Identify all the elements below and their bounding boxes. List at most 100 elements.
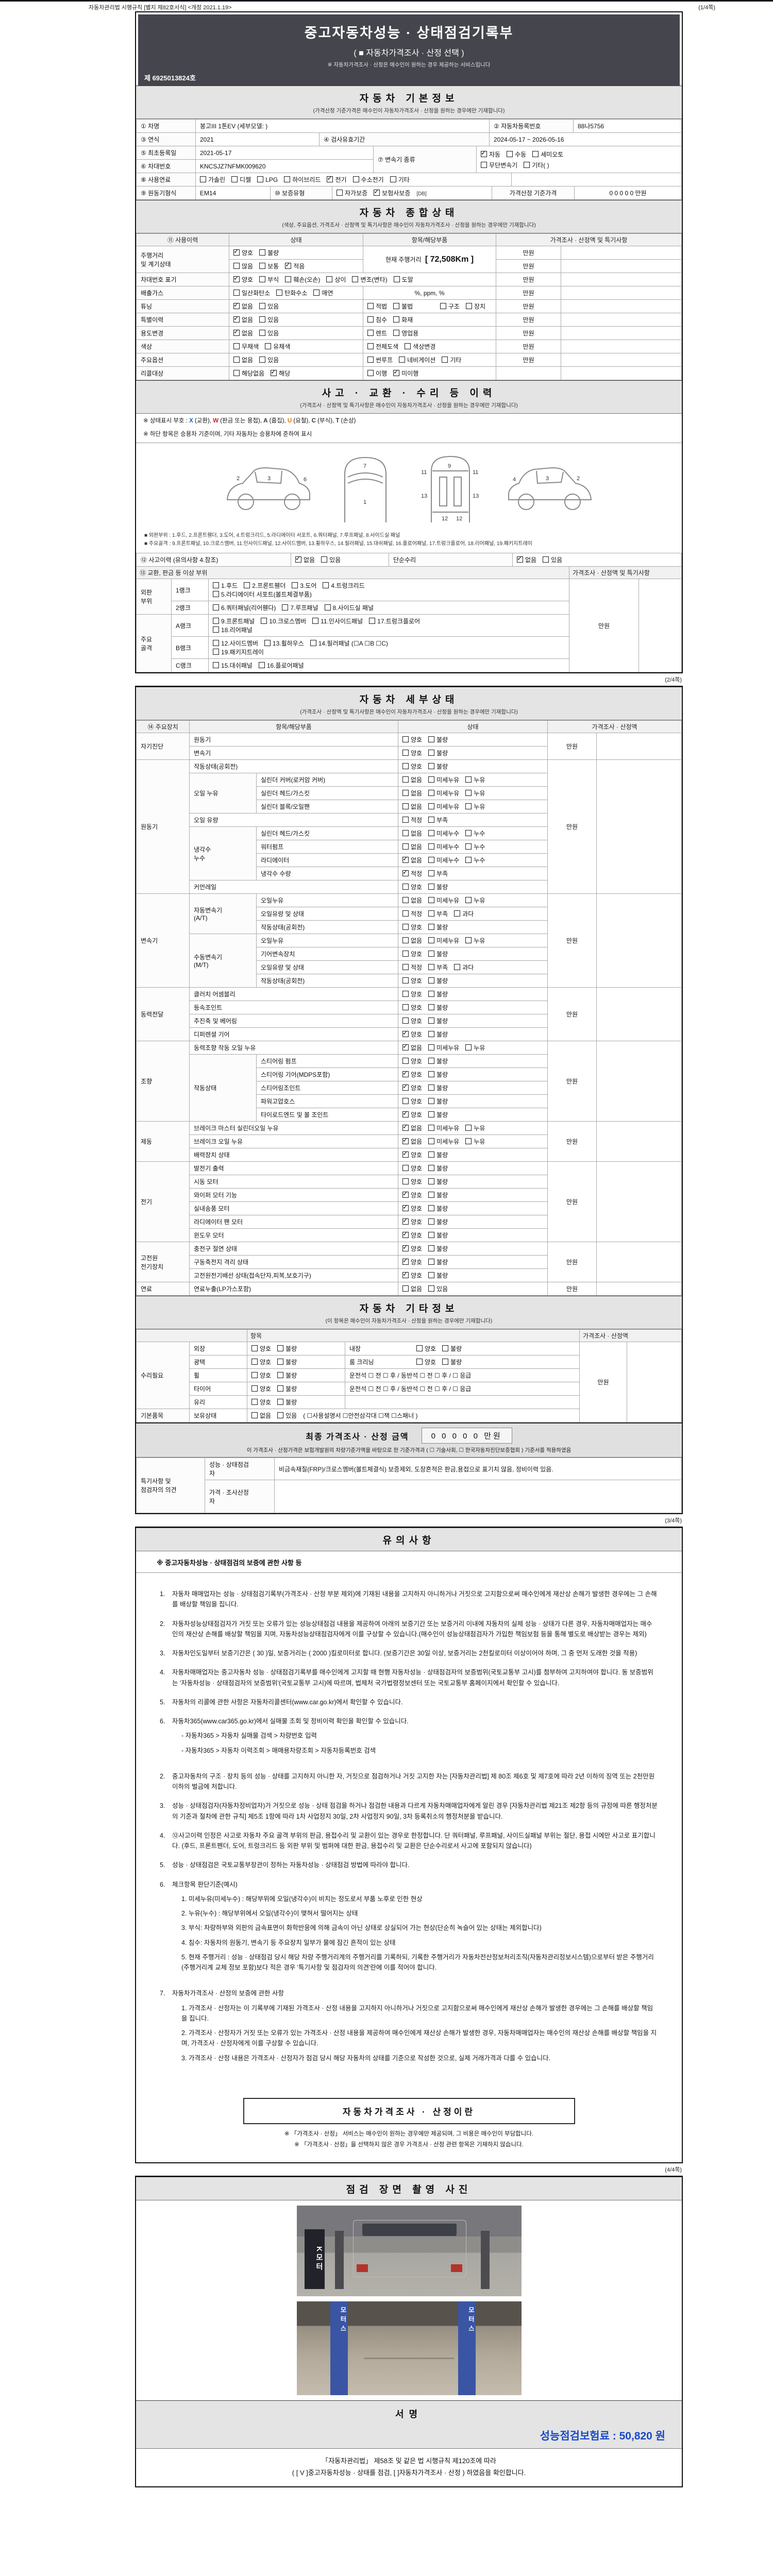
checkbox-icon[interactable] — [402, 897, 409, 903]
checkbox-option[interactable]: 불량 — [428, 976, 448, 985]
checkbox-icon[interactable] — [428, 1058, 435, 1064]
checkbox-option[interactable]: 불량 — [428, 1083, 448, 1092]
checkbox-option[interactable]: 불량 — [428, 1003, 448, 1012]
checkbox-option[interactable]: 도말 — [393, 275, 413, 284]
checkbox-option[interactable]: 불량 — [428, 1030, 448, 1039]
checkbox-option[interactable]: 불량 — [428, 1217, 448, 1226]
checkbox-icon[interactable] — [402, 763, 409, 769]
checkbox-icon[interactable] — [416, 1345, 423, 1351]
checkbox-option[interactable]: 양호 — [416, 1358, 436, 1366]
checkbox-icon[interactable] — [428, 897, 435, 903]
checkbox-icon[interactable] — [367, 330, 374, 336]
checkbox-option[interactable]: 양호 — [402, 1270, 422, 1280]
checkbox-option[interactable]: 없음 — [402, 789, 422, 798]
checkbox-option[interactable]: 미세누유 — [428, 775, 459, 784]
checkbox-option[interactable]: 3.도어 — [292, 581, 316, 590]
checkbox-icon[interactable] — [465, 1044, 472, 1050]
checkbox-option[interactable]: 양호 — [402, 762, 422, 771]
checkbox-option[interactable]: 미세누유 — [428, 1043, 459, 1052]
checkbox-icon[interactable] — [402, 868, 409, 876]
checkbox-option[interactable]: 없음 — [233, 328, 253, 337]
checkbox-option[interactable]: 없음 — [402, 855, 422, 865]
checkbox-option[interactable]: 17.트렁크플로어 — [369, 617, 420, 625]
checkbox-icon[interactable] — [352, 176, 359, 182]
checkbox-option[interactable]: 있음 — [259, 329, 279, 337]
checkbox-icon[interactable] — [367, 370, 374, 376]
checkbox-option[interactable]: 없음 — [402, 842, 422, 851]
checkbox-icon[interactable] — [428, 1178, 435, 1184]
checkbox-option[interactable]: 침수 — [367, 315, 387, 324]
checkbox-icon[interactable] — [402, 1243, 409, 1251]
checkbox-icon[interactable] — [264, 640, 271, 646]
checkbox-option[interactable]: 양호 — [402, 990, 422, 998]
checkbox-icon[interactable] — [233, 357, 240, 363]
checkbox-option[interactable]: 양호 — [402, 1109, 422, 1119]
checkbox-icon[interactable] — [465, 897, 472, 903]
checkbox-option[interactable]: 양호 — [233, 247, 253, 257]
checkbox-option[interactable]: 5.라디에이터 서포트(볼트체결부품) — [213, 590, 312, 599]
checkbox-icon[interactable] — [324, 604, 331, 611]
checkbox-option[interactable]: 변조(변타) — [352, 275, 388, 284]
checkbox-option[interactable]: 양호 — [251, 1371, 271, 1380]
checkbox-icon[interactable] — [244, 582, 250, 588]
checkbox-icon[interactable] — [402, 1042, 409, 1050]
checkbox-icon[interactable] — [465, 303, 472, 309]
checkbox-icon[interactable] — [402, 1082, 409, 1091]
checkbox-icon[interactable] — [259, 330, 266, 336]
checkbox-icon[interactable] — [251, 1412, 258, 1418]
checkbox-option[interactable]: 세미오토 — [532, 150, 563, 159]
checkbox-option[interactable]: 양호 — [402, 749, 422, 757]
checkbox-option[interactable]: 불량 — [277, 1344, 297, 1353]
checkbox-icon[interactable] — [337, 190, 343, 196]
checkbox-option[interactable]: 불량 — [277, 1371, 297, 1380]
checkbox-option[interactable]: 양호 — [402, 1097, 422, 1106]
checkbox-option[interactable]: 6.쿼터패널(리어휀다) — [213, 603, 276, 612]
checkbox-option[interactable]: 불량 — [277, 1398, 297, 1406]
checkbox-option[interactable]: 적정 — [402, 816, 422, 824]
checkbox-icon[interactable] — [442, 357, 448, 363]
checkbox-option[interactable]: 양호 — [402, 1203, 422, 1213]
checkbox-option[interactable]: 자동 — [481, 149, 500, 159]
checkbox-icon[interactable] — [369, 618, 376, 624]
checkbox-icon[interactable] — [428, 964, 435, 970]
checkbox-option[interactable]: LPG — [257, 176, 278, 183]
checkbox-option[interactable]: 탄화수소 — [276, 289, 307, 297]
checkbox-icon[interactable] — [428, 763, 435, 769]
checkbox-option[interactable]: 기타 — [390, 175, 410, 184]
checkbox-icon[interactable] — [213, 582, 219, 588]
checkbox-icon[interactable] — [428, 857, 435, 863]
checkbox-icon[interactable] — [200, 176, 206, 182]
checkbox-icon[interactable] — [428, 1098, 435, 1104]
checkbox-icon[interactable] — [402, 937, 409, 943]
checkbox-icon[interactable] — [295, 554, 301, 563]
checkbox-option[interactable]: 훼손(오손) — [285, 275, 320, 284]
checkbox-option[interactable]: 19.패키지트레이 — [213, 648, 264, 656]
checkbox-option[interactable]: 없음 — [402, 1284, 422, 1293]
checkbox-icon[interactable] — [251, 1399, 258, 1405]
checkbox-option[interactable]: 7.루프패널 — [282, 603, 318, 612]
checkbox-option[interactable]: 불량 — [428, 990, 448, 998]
checkbox-icon[interactable] — [285, 261, 292, 269]
checkbox-option[interactable]: 9.프론트패널 — [213, 617, 255, 625]
checkbox-option[interactable]: 없음 — [402, 1123, 422, 1132]
checkbox-option[interactable]: 미세누유 — [428, 896, 459, 905]
checkbox-icon[interactable] — [261, 618, 267, 624]
checkbox-icon[interactable] — [213, 604, 219, 611]
checkbox-icon[interactable] — [465, 1138, 472, 1144]
checkbox-icon[interactable] — [402, 964, 409, 970]
checkbox-option[interactable]: 누유 — [465, 789, 485, 798]
checkbox-option[interactable]: 있음 — [259, 302, 279, 311]
checkbox-option[interactable]: 색상변경 — [405, 342, 435, 351]
checkbox-icon[interactable] — [454, 964, 461, 970]
checkbox-icon[interactable] — [428, 1165, 435, 1171]
checkbox-icon[interactable] — [259, 316, 266, 323]
checkbox-icon[interactable] — [259, 303, 266, 309]
checkbox-option[interactable]: 불량 — [428, 1191, 448, 1199]
checkbox-option[interactable]: 1.후드 — [213, 581, 238, 590]
checkbox-icon[interactable] — [481, 149, 487, 157]
checkbox-option[interactable]: 매연 — [313, 289, 333, 297]
checkbox-icon[interactable] — [402, 803, 409, 809]
checkbox-option[interactable]: 불량 — [428, 1244, 448, 1253]
checkbox-option[interactable]: 없음 — [402, 1042, 422, 1052]
checkbox-icon[interactable] — [402, 951, 409, 957]
